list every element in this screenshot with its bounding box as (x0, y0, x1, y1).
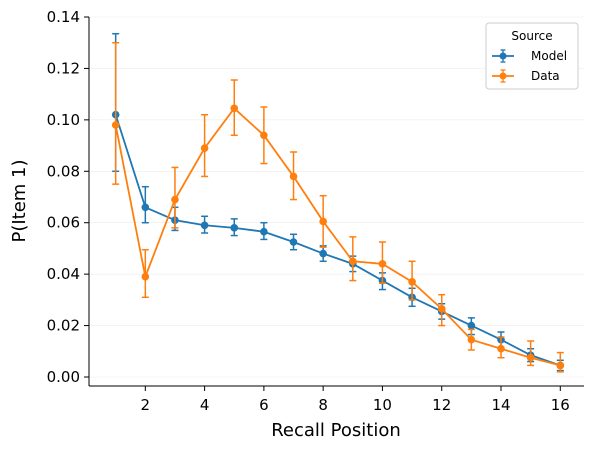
series-data (111, 41, 565, 373)
data-point (111, 121, 120, 129)
data-point (556, 361, 565, 370)
data-point (497, 344, 505, 353)
data-point (200, 221, 209, 230)
y-tick-label: 0.14 (47, 8, 80, 26)
x-tick-label: 10 (373, 396, 392, 414)
legend-entry-data: Data (492, 69, 560, 83)
y-axis-label: P(Item 1) (9, 159, 30, 242)
series-line (114, 114, 561, 367)
y-tick-label: 0.08 (47, 162, 80, 180)
y-tick-label: 0.00 (47, 368, 80, 386)
grid (89, 16, 584, 378)
data-point (200, 144, 209, 152)
legend-label: Data (531, 69, 560, 83)
x-tick-label: 2 (141, 396, 151, 414)
data-point (260, 131, 268, 140)
legend-marker (499, 72, 507, 80)
legend-title: Source (511, 29, 552, 43)
data-point (230, 224, 239, 232)
y-tick-label: 0.10 (47, 111, 80, 129)
data-point (319, 249, 327, 258)
x-tick-label: 16 (551, 396, 570, 414)
data-point (230, 104, 239, 113)
data-point (260, 227, 268, 236)
data-point (349, 257, 357, 266)
series (111, 32, 565, 373)
data-point (289, 172, 298, 181)
data-point (171, 195, 179, 204)
data-point (437, 305, 446, 313)
x-axis-label: Recall Position (271, 420, 401, 441)
ticks: 0.00 0.02 0.04 0.06 0.08 0.10 0.12 0.14 2 4 6 8 10 12… (47, 8, 570, 414)
data-point (467, 321, 476, 330)
data-point (141, 203, 150, 212)
x-tick-label: 12 (432, 396, 451, 414)
legend-box (485, 22, 579, 90)
data-point (378, 260, 387, 268)
y-tick-label: 0.04 (47, 265, 80, 283)
x-tick-label: 14 (491, 396, 510, 414)
legend: Source Model Data (485, 22, 579, 90)
series-line (114, 106, 561, 367)
legend-label: Model (531, 49, 567, 63)
data-point (141, 272, 150, 281)
x-tick-label: 4 (200, 396, 210, 414)
data-point (526, 353, 535, 362)
legend-marker (499, 52, 507, 60)
y-tick-label: 0.02 (47, 317, 80, 335)
x-tick-label: 6 (259, 396, 269, 414)
x-tick-label: 8 (318, 396, 328, 414)
data-point (319, 217, 327, 226)
data-point (289, 238, 298, 246)
data-point (467, 335, 476, 344)
legend-entry-model: Model (492, 49, 567, 63)
data-point (408, 278, 416, 286)
y-tick-label: 0.12 (47, 59, 80, 77)
y-tick-label: 0.06 (47, 214, 80, 232)
